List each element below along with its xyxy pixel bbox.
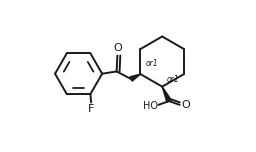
Text: or1: or1 (146, 59, 158, 68)
Text: HO: HO (143, 101, 158, 111)
Text: F: F (88, 104, 94, 114)
Text: O: O (113, 43, 122, 53)
Polygon shape (162, 87, 171, 102)
Text: O: O (181, 100, 190, 110)
Polygon shape (130, 74, 141, 81)
Text: or1: or1 (167, 75, 179, 84)
